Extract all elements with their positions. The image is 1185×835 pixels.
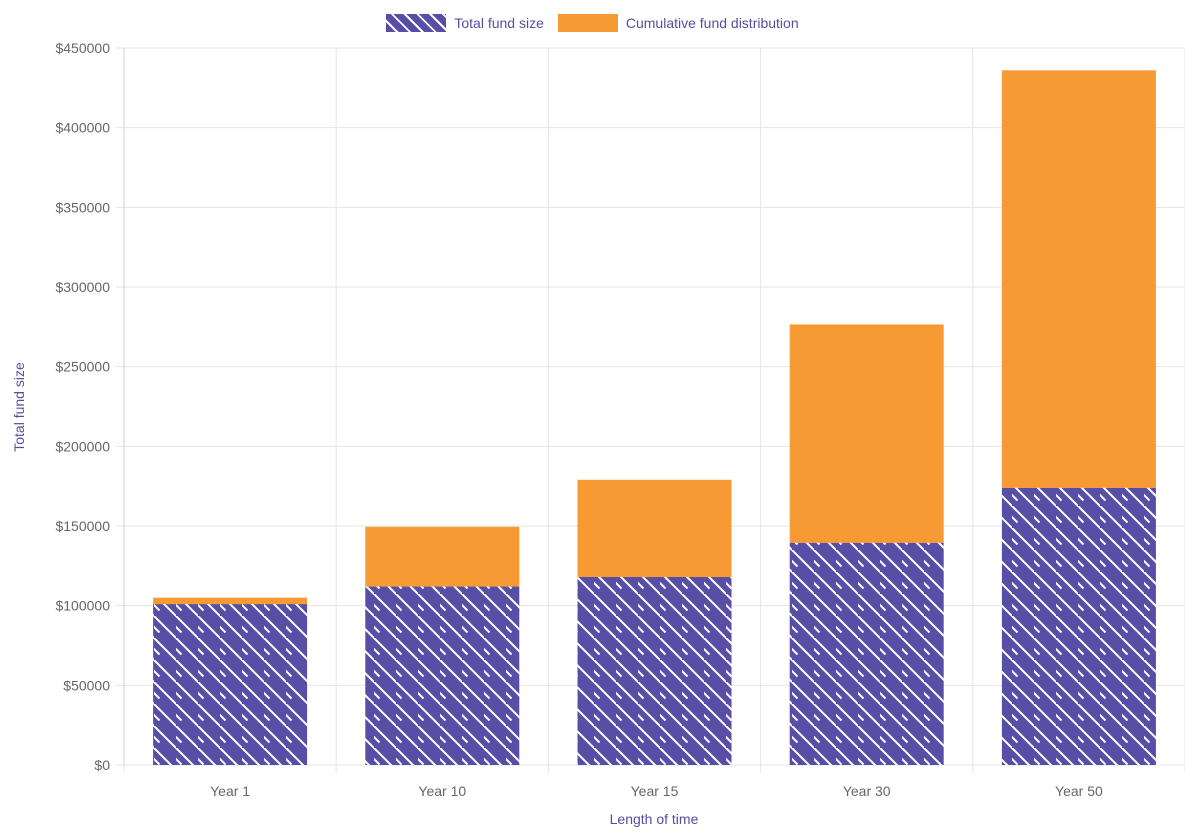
- legend-label: Cumulative fund distribution: [625, 15, 799, 31]
- y-tick-label: $400000: [55, 120, 110, 136]
- bar-cumulative-distribution[interactable]: [153, 597, 308, 605]
- bar-cumulative-distribution[interactable]: [577, 479, 732, 577]
- legend-label: Total fund size: [454, 15, 544, 31]
- y-tick-label: $350000: [55, 199, 110, 215]
- legend-item-total-fund-size[interactable]: Total fund size: [386, 14, 544, 32]
- x-tick-label: Year 10: [418, 783, 466, 799]
- y-tick-label: $250000: [55, 359, 110, 375]
- y-tick-label: $100000: [55, 598, 110, 614]
- legend: Total fund size Cumulative fund distribu…: [0, 14, 1185, 32]
- y-axis-title: Total fund size: [11, 362, 27, 452]
- bar-total-fund-size[interactable]: [577, 576, 732, 765]
- y-tick-label: $0: [94, 757, 110, 773]
- bar-total-fund-size[interactable]: [365, 586, 520, 765]
- bar-cumulative-distribution[interactable]: [1001, 70, 1156, 488]
- y-tick-label: $300000: [55, 279, 110, 295]
- bar-cumulative-distribution[interactable]: [365, 526, 520, 587]
- y-tick-label: $450000: [55, 40, 110, 56]
- bar-total-fund-size[interactable]: [153, 604, 308, 765]
- y-tick-label: $150000: [55, 518, 110, 534]
- axis-layer: $0 $50000 $100000 $150000 $200000 $250000 $300…: [55, 40, 1103, 799]
- legend-item-cumulative-distribution[interactable]: Cumulative fund distribution: [557, 14, 799, 32]
- bar-total-fund-size[interactable]: [1001, 487, 1156, 765]
- legend-swatch-hatched: [386, 14, 447, 32]
- x-tick-label: Year 30: [843, 783, 891, 799]
- y-tick-label: $200000: [55, 438, 110, 454]
- bar-total-fund-size[interactable]: [789, 542, 944, 765]
- legend-swatch-solid: [557, 14, 618, 32]
- x-tick-label: Year 1: [210, 783, 250, 799]
- x-axis-title: Length of time: [610, 811, 699, 827]
- x-tick-label: Year 15: [631, 783, 679, 799]
- bar-cumulative-distribution[interactable]: [789, 324, 944, 543]
- bars-layer: [153, 70, 1156, 765]
- x-tick-label: Year 50: [1055, 783, 1103, 799]
- y-tick-label: $50000: [63, 677, 110, 693]
